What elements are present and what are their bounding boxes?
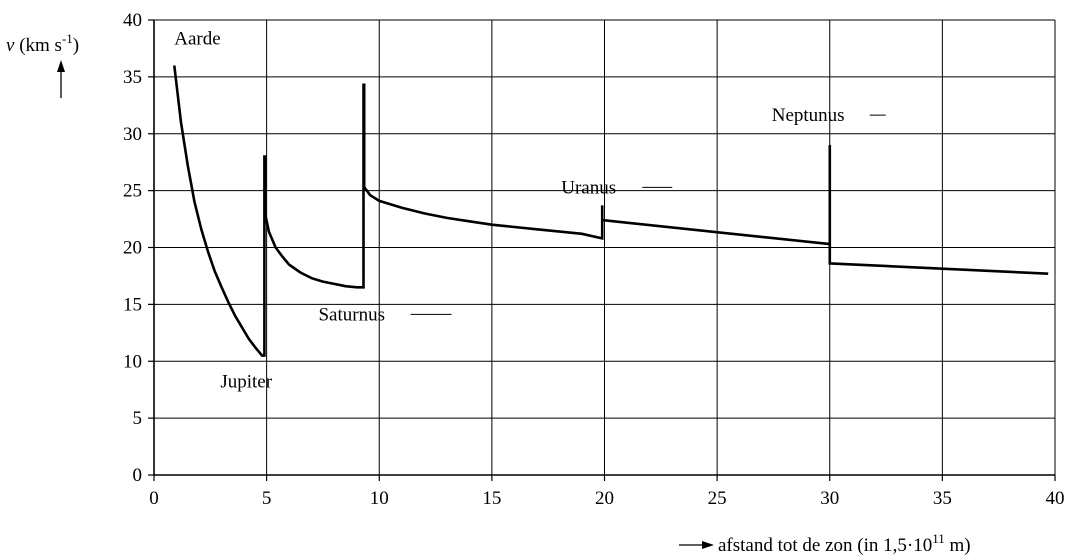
annotation-label: Uranus [561, 177, 616, 198]
annotation-label: Neptunus [772, 105, 845, 126]
y-axis-exp: -1 [62, 31, 73, 46]
x-tick-label: 0 [149, 488, 159, 509]
y-tick-label: 10 [123, 351, 142, 372]
y-tick-label: 20 [123, 238, 142, 259]
x-tick-label: 35 [933, 488, 952, 509]
x-axis-main: afstand tot de zon (in 1,5·10 [718, 535, 932, 556]
x-tick-label: 5 [262, 488, 272, 509]
y-axis-var: v [6, 35, 15, 56]
x-axis-label: afstand tot de zon (in 1,5·1011 m) [718, 531, 971, 556]
x-tick-label: 40 [1046, 488, 1065, 509]
y-tick-label: 25 [123, 181, 142, 202]
annotations: Aarde Jupiter Saturnus Uranus Neptunus [174, 29, 886, 393]
x-axis-arrow [679, 541, 714, 549]
y-axis-unit: (km s [14, 35, 62, 56]
annotation-label: Saturnus [318, 304, 385, 325]
y-tick-label: 0 [133, 465, 143, 486]
axes [148, 19, 1056, 481]
y-axis-end: ) [73, 35, 79, 56]
x-axis-exp: 11 [932, 531, 945, 546]
grid [153, 19, 1056, 476]
y-tick-label: 15 [123, 294, 142, 315]
y-axis-arrow [57, 60, 65, 98]
x-tick-label: 30 [820, 488, 839, 509]
y-tick-label: 30 [123, 124, 142, 145]
x-tick-label: 20 [595, 488, 614, 509]
y-tick-label: 35 [123, 67, 142, 88]
annotation-label: Jupiter [220, 372, 272, 393]
y-axis-label: v (km s-1) [6, 31, 79, 56]
annotation-label: Aarde [174, 29, 220, 50]
y-tick-label: 5 [133, 408, 143, 429]
y-tick-label: 40 [123, 10, 142, 31]
velocity-curve [173, 65, 1049, 357]
x-tick-label: 15 [482, 488, 501, 509]
x-axis-end: m) [945, 535, 971, 556]
tick-labels: 0 5 10 15 20 25 30 35 40 0 5 10 15 20 25 30 35 40 [123, 10, 1065, 509]
x-tick-label: 10 [370, 488, 389, 509]
x-tick-label: 25 [708, 488, 727, 509]
